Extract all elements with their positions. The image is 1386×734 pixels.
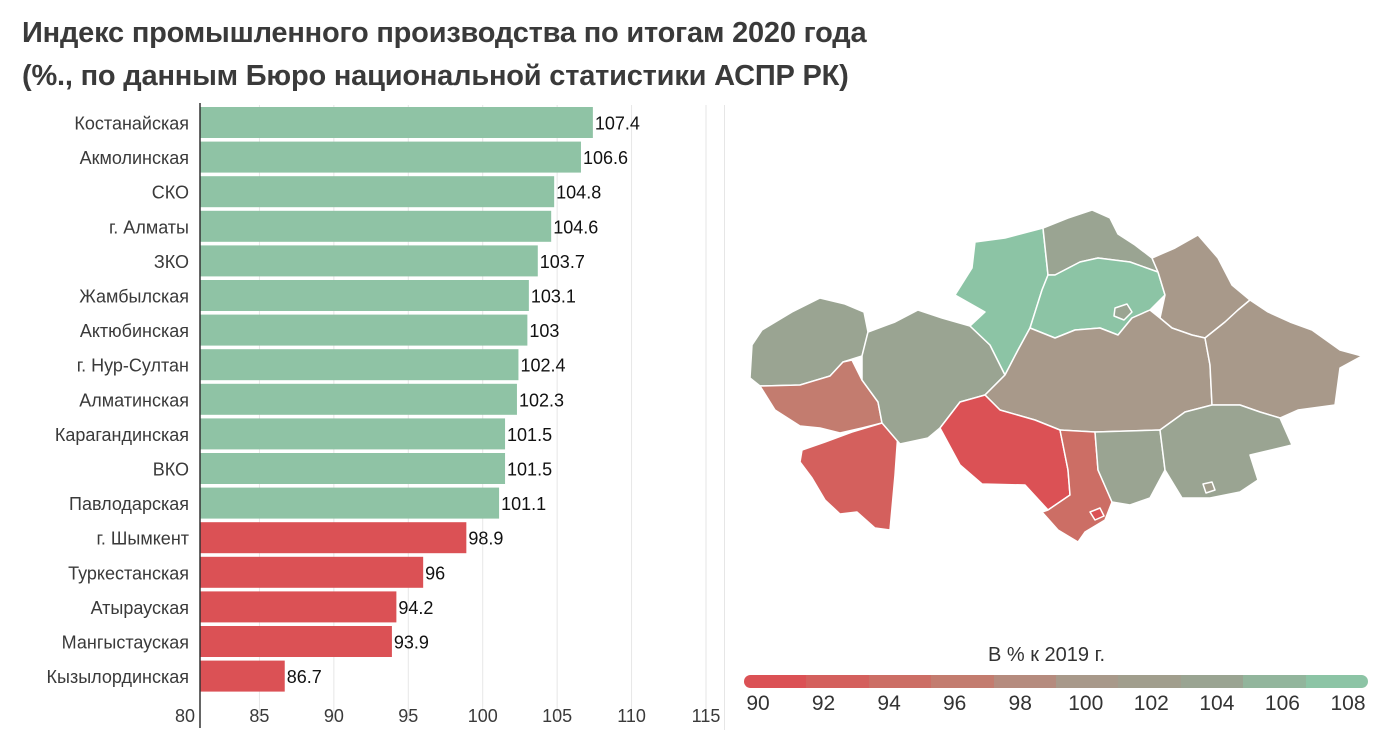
legend-color-step [868, 675, 932, 688]
bar [200, 280, 529, 311]
legend-label: 100 [1068, 692, 1104, 715]
map-city-almaty [1202, 481, 1216, 494]
legend-color-step [931, 675, 994, 688]
category-label: ЗКО [154, 252, 189, 272]
map-legend-color-scale [744, 675, 1368, 688]
category-label: Атырауская [91, 598, 189, 618]
category-label: Мангыстауская [62, 633, 189, 653]
category-label: Алматинская [79, 390, 189, 410]
bar [200, 245, 538, 277]
x-tick-label: 110 [617, 706, 646, 726]
title-line-1: Индекс промышленного производства по ито… [22, 17, 867, 49]
legend-color-step [744, 675, 807, 688]
legend-color-step [1243, 675, 1306, 688]
category-label: Павлодарская [69, 494, 189, 514]
value-label: 93.9 [394, 633, 429, 653]
category-label: Туркестанская [68, 563, 189, 583]
category-label: СКО [152, 183, 189, 203]
legend-label: 108 [1330, 692, 1366, 715]
bar [200, 210, 552, 242]
x-tick-label: 85 [249, 706, 269, 726]
x-tick-label: 95 [398, 706, 418, 726]
legend-color-step [993, 675, 1057, 688]
legend-label: 94 [877, 692, 901, 715]
bar [200, 522, 467, 554]
x-tick-label: 105 [542, 706, 572, 726]
bars [200, 107, 593, 692]
bar [200, 591, 397, 623]
category-label: Жамбылская [79, 287, 189, 307]
legend-color-step [1056, 675, 1119, 688]
legend-color-step [1305, 675, 1368, 688]
bar-chart: Костанайская Акмолинская СКО г. Алматы ЗКО Жа… [47, 103, 720, 728]
bar [200, 107, 593, 138]
map-city-shymkent [1089, 507, 1105, 521]
category-label: г. Нур-Султан [77, 356, 189, 376]
legend-label: 102 [1133, 692, 1169, 715]
bar [200, 556, 424, 588]
value-label: 98.9 [468, 529, 503, 549]
legend-color-step [806, 675, 869, 688]
category-label: Кызылординская [47, 667, 189, 687]
x-tick-labels: 80 85 90 95 100 105 110 115 [175, 706, 720, 726]
bar [200, 349, 519, 381]
legend-color-step [1118, 675, 1181, 688]
legend-label: 92 [811, 692, 836, 715]
value-label: 101.5 [507, 425, 552, 445]
kazakhstan-regions-map [749, 209, 1363, 543]
category-label: Акмолинская [80, 148, 189, 168]
category-label: Костанайская [74, 114, 189, 134]
bar [200, 487, 500, 519]
value-label: 104.8 [556, 183, 601, 203]
value-label: 86.7 [287, 667, 322, 687]
category-label: Карагандинская [55, 425, 189, 445]
bar [200, 383, 517, 415]
map-region-almaty [1159, 404, 1293, 499]
value-label: 101.5 [507, 460, 552, 480]
bar [200, 453, 506, 484]
bar [200, 418, 506, 450]
category-label: Актюбинская [80, 321, 189, 341]
category-label: г. Шымкент [97, 529, 189, 549]
value-label: 103.7 [540, 252, 585, 272]
panel-divider [724, 105, 725, 730]
value-label: 101.1 [501, 494, 546, 514]
value-label: 107.4 [595, 114, 640, 134]
value-label: 102.4 [520, 356, 565, 376]
category-label: г. Алматы [109, 217, 189, 237]
x-tick-label: 90 [324, 706, 344, 726]
map-city-nur-sultan [1113, 303, 1133, 321]
chart-title: Индекс промышленного производства по ито… [22, 12, 867, 98]
value-label: 103.1 [531, 287, 576, 307]
x-tick-label: 100 [468, 706, 498, 726]
category-label: ВКО [153, 460, 189, 480]
value-label: 104.6 [553, 217, 598, 237]
title-line-2: (%., по данным Бюро национальной статист… [22, 60, 849, 92]
value-label: 102.3 [519, 390, 564, 410]
legend-label: 90 [746, 692, 770, 715]
map-region-mangystau [799, 422, 899, 531]
bar [200, 660, 285, 692]
legend-color-step [1180, 675, 1244, 688]
bar [200, 176, 555, 208]
legend-label: 106 [1264, 692, 1300, 715]
bar [200, 314, 528, 346]
value-labels: 107.4 106.6 104.8 104.6 103.7 103.1 103 102.4 10… [287, 114, 640, 688]
legend-label: 96 [942, 692, 967, 715]
bar [200, 141, 581, 173]
value-label: 96 [425, 563, 445, 583]
x-tick-label: 115 [692, 706, 721, 726]
x-tick-label: 80 [175, 706, 195, 726]
legend-label: 98 [1008, 692, 1032, 715]
legend-label: 104 [1199, 692, 1235, 715]
value-label: 103 [529, 321, 559, 341]
map-legend-title: В % к 2019 г. [988, 644, 1106, 666]
category-labels: Костанайская Акмолинская СКО г. Алматы ЗКО Жа… [47, 114, 189, 688]
bar [200, 626, 392, 657]
value-label: 106.6 [583, 148, 628, 168]
value-label: 94.2 [398, 598, 433, 618]
